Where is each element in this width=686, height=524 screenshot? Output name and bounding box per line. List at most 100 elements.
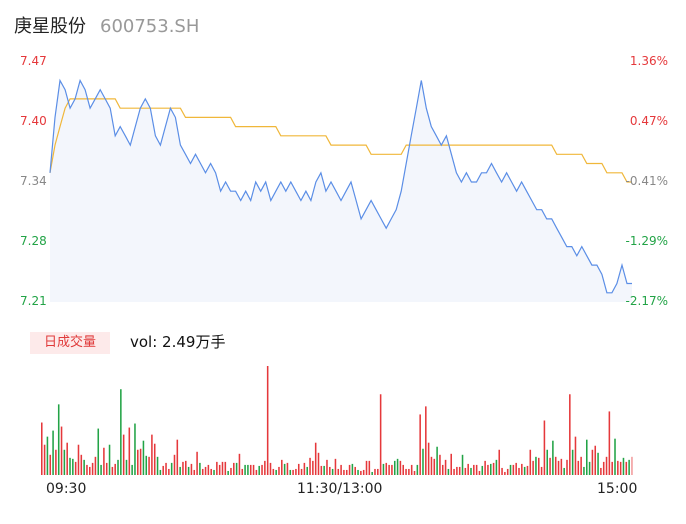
volume-bar [120,389,122,475]
volume-bar [286,462,289,475]
volume-bar [467,463,469,475]
volume-bar [108,444,111,475]
volume-bar [498,449,501,475]
volume-bar [439,454,441,475]
volume-bar [441,464,444,475]
volume-bar [478,470,481,475]
volume-bar [117,459,119,475]
volume-bar [128,427,131,475]
volume-bar [583,466,585,475]
price-line [49,78,632,294]
volume-bar [526,465,529,475]
avg-price-line [49,98,632,183]
volume-bar [159,469,162,475]
volume-bar [377,468,379,475]
volume-bar [611,461,613,475]
volume-bar [241,468,244,475]
volume-bar [249,464,252,475]
volume-bar [97,428,100,475]
volume-bar [100,464,102,475]
volume-bar [281,459,283,475]
volume-bar [103,447,105,475]
volume-bar [230,467,232,475]
volume-bar [588,461,591,475]
y-right-tick: -0.41% [625,174,668,188]
volume-bar [594,445,597,475]
price-chart [49,78,632,302]
volume-bar [458,466,461,475]
volume-bar [625,461,628,475]
volume-bar [66,442,68,475]
volume-bar [63,449,66,475]
volume-bar [77,444,80,475]
volume-bar [238,453,241,475]
volume-bar [560,458,563,475]
volume-bar [368,460,371,475]
volume-bar [422,448,424,475]
volume-bar [57,404,60,475]
volume-bar [168,468,170,475]
volume-bar [303,462,306,475]
volume-bar [577,460,580,475]
volume-bar [156,456,159,475]
stock-name: 庚星股份 [14,16,86,37]
volume-bar [89,466,91,475]
volume-bar [495,459,498,475]
volume-bar [521,463,523,475]
volume-bar [125,459,128,475]
volume-bar [504,471,506,475]
volume-bar [475,464,478,475]
volume-bar [139,448,142,475]
y-left-tick: 7.47 [20,54,47,68]
volume-bar [185,460,187,475]
volume-bar [348,464,351,475]
volume-bar [320,465,323,475]
volume-bar [306,466,308,475]
volume-bar [518,467,520,475]
volume-bar [391,464,393,475]
stock-code: 600753.SH [100,16,200,37]
volume-bar [447,468,450,475]
y-left-tick: 7.40 [20,114,47,128]
volume-bar [410,464,413,475]
volume-bar [388,464,390,475]
volume-bar [549,457,551,475]
volume-bar [326,459,328,475]
volume-bar [162,465,164,475]
volume-bar [566,459,568,475]
y-left-tick: 7.21 [20,294,47,308]
volume-bar [402,464,404,475]
volume-bar [295,468,297,475]
volume-bar [247,464,249,475]
volume-bar [473,464,475,475]
volume-bar [272,468,275,475]
volume-bar [450,453,452,475]
volume-bar [111,466,114,475]
volume-bar [252,464,255,475]
volume-bar [55,449,57,475]
volume-bar [182,461,184,475]
volume-bar [427,442,430,475]
volume-bar [207,464,210,475]
price-area-fill [50,80,632,302]
volume-bar [264,460,266,475]
title-bar: 庚星股份 600753.SH [14,12,199,40]
volume-bar [362,469,365,475]
volume-bar [43,444,46,475]
volume-bar [289,469,292,475]
volume-bar [83,459,85,475]
volume-bar [461,454,464,475]
volume-bar [433,458,436,475]
volume-bar [597,452,599,475]
volume-bar [617,460,619,475]
volume-bar [396,458,399,475]
volume-bar [312,460,314,475]
volume-bar [487,464,489,475]
x-tick-midday: 11:30/13:00 [297,481,383,497]
y-right-tick: -2.17% [625,294,668,308]
volume-bar [173,454,176,475]
volume-bar [297,463,300,475]
volume-bar [221,461,224,475]
volume-bar [255,469,258,475]
volume-bar [137,449,139,475]
